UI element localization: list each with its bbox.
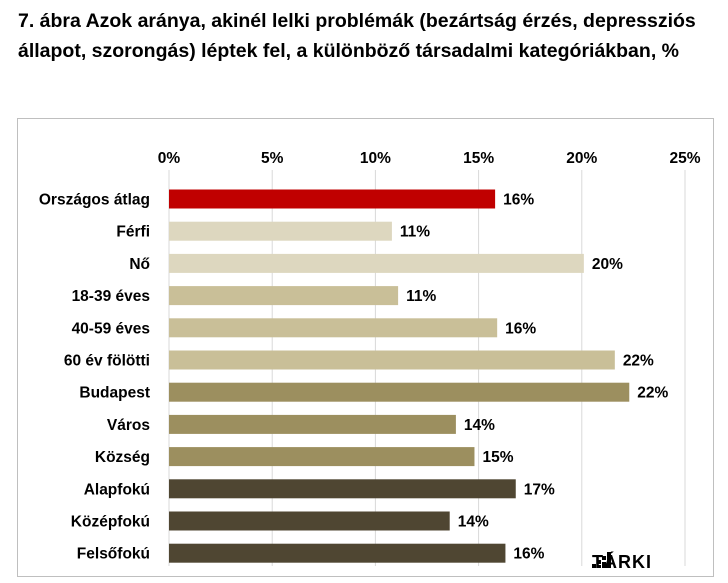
x-tick-label: 15% — [463, 150, 494, 167]
bar — [169, 286, 399, 306]
category-label: 60 év fölötti — [64, 353, 150, 370]
bar — [169, 318, 498, 338]
category-label: Országos átlag — [39, 192, 150, 209]
bar — [169, 189, 496, 209]
tarki-logo: TÁRKI — [592, 550, 652, 574]
category-label: Község — [95, 449, 150, 466]
value-label: 14% — [464, 417, 495, 434]
category-labels: Országos átlag Férfi Nő 18-39 éves 40-59 éve… — [39, 192, 150, 563]
bar — [169, 382, 630, 402]
value-labels: 16% 11% 20% 11% 16% 22% 22% 14% 15% 17% 14% 16% — [400, 192, 669, 563]
category-label: Város — [107, 417, 150, 434]
value-label: 16% — [505, 320, 536, 337]
bar — [169, 253, 584, 273]
category-label: Alapfokú — [84, 481, 150, 498]
category-label: Felsőfokú — [77, 546, 150, 563]
x-tick-label: 0% — [158, 150, 181, 167]
value-label: 14% — [458, 514, 489, 531]
value-label: 22% — [623, 353, 654, 370]
bar — [169, 447, 475, 467]
bar — [169, 221, 392, 241]
category-label: Nő — [129, 256, 150, 273]
value-label: 16% — [503, 192, 534, 209]
x-tick-label: 5% — [261, 150, 284, 167]
bar — [169, 511, 450, 531]
category-label: Férfi — [116, 224, 150, 241]
value-label: 16% — [513, 546, 544, 563]
bar — [169, 479, 516, 499]
category-label: Budapest — [79, 385, 150, 402]
category-label: Középfokú — [71, 514, 150, 531]
x-tick-label: 10% — [360, 150, 391, 167]
value-label: 11% — [400, 224, 430, 241]
x-tick-label: 20% — [566, 150, 597, 167]
value-label: 20% — [592, 256, 623, 273]
logo-text: TÁRKI — [592, 551, 652, 572]
chart-title: 7. ábra Azok aránya, akinél lelki problé… — [18, 10, 696, 62]
value-label: 17% — [524, 481, 555, 498]
value-label: 11% — [406, 288, 436, 305]
bars — [169, 189, 630, 563]
tick-labels: 0% 5% 10% 15% 20% 25% — [158, 150, 701, 167]
category-label: 40-59 éves — [72, 320, 150, 337]
bar — [169, 543, 506, 563]
x-tick-label: 25% — [669, 150, 700, 167]
bar — [169, 350, 615, 370]
tarki-logo-mark-icon — [592, 552, 611, 568]
value-label: 22% — [637, 385, 668, 402]
category-label: 18-39 éves — [72, 288, 150, 305]
bar — [169, 414, 456, 434]
value-label: 15% — [482, 449, 513, 466]
